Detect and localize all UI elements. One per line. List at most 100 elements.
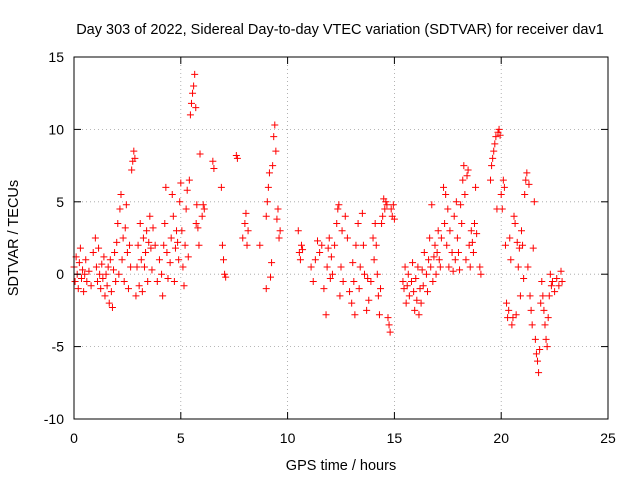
data-point-marker <box>147 244 155 252</box>
data-point-marker <box>325 234 333 242</box>
data-point-marker <box>198 212 206 220</box>
data-point-marker <box>540 306 548 314</box>
data-point-marker <box>85 267 93 275</box>
y-tick-label: 10 <box>48 121 64 137</box>
data-point-marker <box>527 306 535 314</box>
data-point-marker <box>269 162 277 170</box>
data-point-marker <box>233 154 241 162</box>
data-point-marker <box>434 227 442 235</box>
data-point-marker <box>542 335 550 343</box>
data-point-marker <box>101 292 109 300</box>
data-point-marker <box>102 270 110 278</box>
grid-lines <box>74 57 608 419</box>
data-point-marker <box>364 275 372 283</box>
data-point-marker <box>241 220 249 228</box>
data-point-marker <box>175 256 183 264</box>
data-point-marker <box>534 357 542 365</box>
data-point-marker <box>348 299 356 307</box>
data-point-marker <box>89 248 97 256</box>
data-point-marker <box>166 259 174 267</box>
data-point-marker <box>509 314 517 322</box>
data-point-marker <box>355 285 363 293</box>
data-point-marker <box>262 212 270 220</box>
data-point-marker <box>495 125 503 133</box>
data-point-marker <box>453 234 461 242</box>
data-point-marker <box>499 176 507 184</box>
data-point-marker <box>535 369 543 377</box>
data-point-marker <box>411 306 419 314</box>
data-point-marker <box>496 131 504 139</box>
data-point-marker <box>124 285 132 293</box>
data-point-marker <box>441 220 449 228</box>
data-point-marker <box>155 256 163 264</box>
data-point-marker <box>192 220 200 228</box>
data-point-marker <box>553 275 561 283</box>
data-point-marker <box>92 263 100 271</box>
data-point-marker <box>222 273 230 281</box>
data-point-marker <box>545 292 553 300</box>
data-point-marker <box>472 183 480 191</box>
data-point-marker <box>466 263 474 271</box>
data-point-marker <box>529 244 537 252</box>
data-point-marker <box>435 256 443 264</box>
data-point-marker <box>326 275 334 283</box>
data-point-marker <box>76 244 84 252</box>
data-point-marker <box>458 220 466 228</box>
data-point-marker <box>519 241 527 249</box>
data-point-marker <box>171 244 179 252</box>
data-point-marker <box>80 288 88 296</box>
data-point-marker <box>477 270 485 278</box>
data-point-marker <box>522 176 530 184</box>
data-point-marker <box>106 256 114 264</box>
data-point-marker <box>337 263 345 271</box>
data-point-marker <box>413 296 421 304</box>
data-point-marker <box>115 270 123 278</box>
data-point-marker <box>521 191 529 199</box>
data-point-marker <box>135 282 143 290</box>
data-point-marker <box>182 205 190 213</box>
data-point-marker <box>498 205 506 213</box>
data-point-marker <box>544 314 552 322</box>
y-tick-label: -5 <box>52 339 65 355</box>
data-point-marker <box>193 201 201 209</box>
data-point-marker <box>295 248 303 256</box>
data-point-marker <box>183 186 191 194</box>
data-point-marker <box>82 256 90 264</box>
data-point-marker <box>417 299 425 307</box>
data-point-marker <box>555 282 563 290</box>
data-point-marker <box>371 220 379 228</box>
data-point-marker <box>404 270 412 278</box>
data-point-marker <box>200 205 208 213</box>
data-point-marker <box>334 205 342 213</box>
data-point-marker <box>192 104 200 112</box>
y-tick-label: 15 <box>48 49 64 65</box>
data-point-marker <box>114 220 122 228</box>
data-point-marker <box>548 277 556 285</box>
data-point-marker <box>220 256 228 264</box>
data-point-marker <box>95 244 103 252</box>
data-point-marker <box>471 220 478 228</box>
data-point-marker <box>497 191 505 199</box>
data-point-marker <box>558 277 566 285</box>
data-point-marker <box>359 241 367 249</box>
data-point-marker <box>419 282 427 290</box>
data-point-marker <box>265 169 273 177</box>
data-point-marker <box>335 201 343 209</box>
data-point-marker <box>513 238 521 246</box>
data-point-marker <box>514 263 522 271</box>
data-point-marker <box>142 248 150 256</box>
data-point-marker <box>507 256 515 264</box>
y-axis-ticks: -10 -5 0 5 10 15 <box>44 49 608 427</box>
data-point-marker <box>112 277 120 285</box>
data-point-marker <box>374 292 382 300</box>
data-point-marker <box>448 248 456 256</box>
data-point-marker <box>118 256 126 264</box>
data-point-marker <box>409 259 417 267</box>
data-point-marker <box>120 277 128 285</box>
data-point-marker <box>428 201 436 209</box>
data-point-marker <box>116 205 124 213</box>
data-point-marker <box>168 191 176 199</box>
data-point-marker <box>97 285 105 293</box>
data-point-marker <box>503 299 511 307</box>
data-point-marker <box>184 253 192 261</box>
